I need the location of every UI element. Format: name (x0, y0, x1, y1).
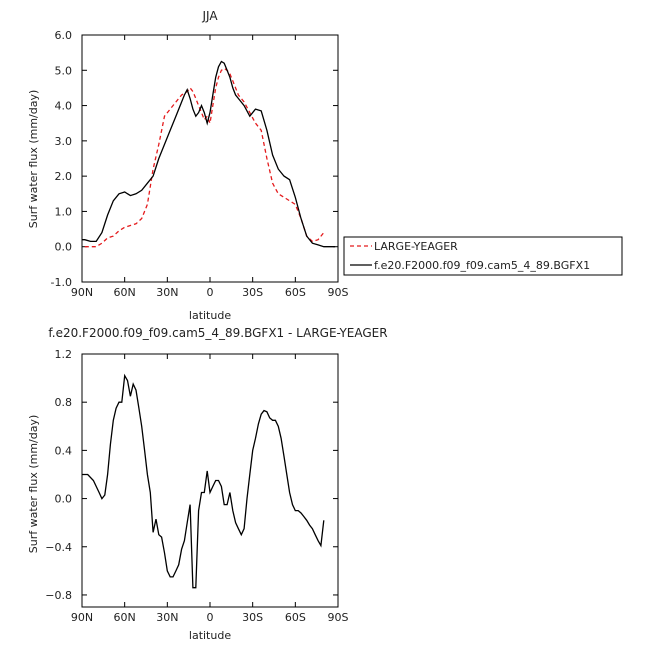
bottom-y-tick-label: 0.4 (55, 444, 73, 457)
top-series-line-1 (82, 60, 336, 248)
bottom-series-line-0 (82, 373, 325, 589)
top-chart-title: JJA (201, 9, 218, 23)
bottom-y-tick-label: 0.0 (55, 493, 73, 506)
legend-box (343, 236, 623, 276)
bottom-chart-frame (81, 353, 339, 608)
bottom-x-tick-label: 0 (207, 611, 214, 624)
top-y-tick-label: 3.0 (55, 135, 73, 148)
top-y-tick-label: 0.0 (55, 241, 73, 254)
bottom-y-tick-label: 0.8 (55, 396, 73, 409)
bottom-chart-ticks: 90N 60N 30N 0 30S 60S 90S −0.8 −0.4 0.0 0.4 0.8 1.2 (45, 348, 348, 624)
legend-label-bgfx1: f.e20.F2000.f09_f09.cam5_4_89.BGFX1 (374, 259, 590, 272)
bottom-x-tick-label: 90S (328, 611, 349, 624)
top-y-tick-label: 4.0 (55, 100, 73, 113)
top-chart-series (82, 60, 336, 248)
top-y-tick-label: 2.0 (55, 170, 73, 183)
bottom-chart-ylabel: Surf water flux (mm/day) (27, 415, 40, 554)
top-y-tick-label: -1.0 (51, 276, 72, 289)
bottom-x-tick-label: 60N (114, 611, 136, 624)
top-y-tick-label: 6.0 (55, 29, 73, 42)
top-x-tick-label: 60N (114, 286, 136, 299)
top-x-tick-label: 30N (156, 286, 178, 299)
bottom-y-tick-label: 1.2 (55, 348, 73, 361)
top-y-tick-label: 5.0 (55, 64, 73, 77)
bottom-chart: f.e20.F2000.f09_f09.cam5_4_89.BGFX1 - LA… (27, 326, 388, 642)
top-x-tick-label: 90N (71, 286, 93, 299)
bottom-y-tick-label: −0.4 (45, 541, 72, 554)
top-chart-xlabel: latitude (189, 309, 231, 322)
bottom-chart-series (82, 373, 325, 589)
top-chart-ylabel: Surf water flux (mm/day) (27, 90, 40, 229)
top-x-tick-label: 90S (328, 286, 349, 299)
bottom-x-tick-label: 60S (285, 611, 306, 624)
legend: LARGE-YEAGER f.e20.F2000.f09_f09.cam5_4_… (343, 236, 623, 276)
top-x-tick-label: 0 (207, 286, 214, 299)
bottom-y-tick-label: −0.8 (45, 589, 72, 602)
bottom-chart-title: f.e20.F2000.f09_f09.cam5_4_89.BGFX1 - LA… (48, 326, 387, 340)
bottom-x-tick-label: 30N (156, 611, 178, 624)
bottom-x-tick-label: 90N (71, 611, 93, 624)
bottom-x-tick-label: 30S (242, 611, 263, 624)
top-chart-frame (81, 34, 339, 283)
top-x-tick-label: 30S (242, 286, 263, 299)
top-chart-ticks: 90N 60N 30N 0 30S 60S 90S -1.0 0.0 1.0 2.0 3.0 4.0 5.… (51, 29, 349, 299)
top-series-line-0 (84, 67, 325, 248)
top-y-tick-label: 1.0 (55, 205, 73, 218)
top-chart: JJA Surf water flux (mm/day) latitude 90… (27, 9, 349, 322)
top-x-tick-label: 60S (285, 286, 306, 299)
bottom-chart-xlabel: latitude (189, 629, 231, 642)
legend-label-large-yeager: LARGE-YEAGER (374, 240, 458, 253)
